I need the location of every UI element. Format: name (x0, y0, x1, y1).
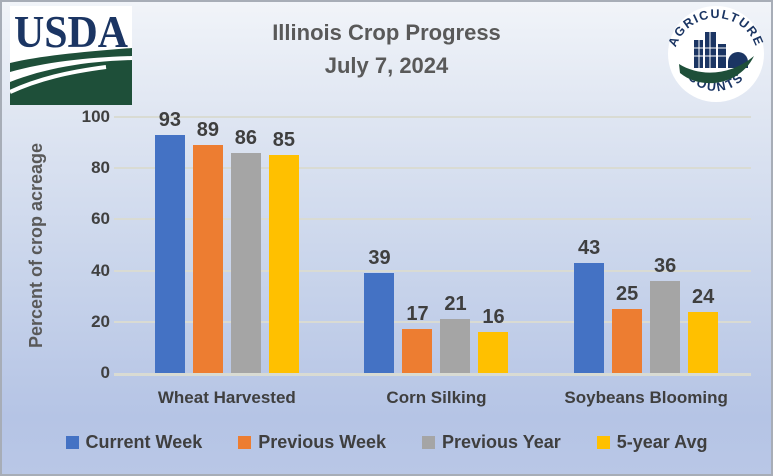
data-label: 86 (234, 126, 257, 149)
gridline-60 (114, 218, 751, 221)
usda-logo-field-band (10, 48, 132, 72)
data-label: 39 (368, 247, 391, 270)
legend-label-5-year-avg: 5-year Avg (616, 432, 708, 452)
data-label: 25 (616, 283, 639, 305)
y-tick-label-100: 100 (81, 107, 110, 126)
x-category-label-wheat-harvested: Wheat Harvested (157, 388, 296, 407)
legend-item-previous-week: Previous Week (238, 432, 386, 453)
y-axis-title-box: Percent of crop acreage (24, 117, 50, 373)
data-label: 36 (654, 254, 677, 277)
legend: Current Week Previous Week Previous Year 5-… (2, 432, 771, 453)
gridline-100 (114, 116, 751, 118)
legend-label-previous-year: Previous Year (441, 432, 561, 452)
bar-previous-week-corn-silking: 17 (402, 303, 433, 373)
legend-swatch-previous-year (421, 436, 435, 449)
bar-5-year-avg-corn-silking: 16 (478, 306, 509, 373)
data-label: 21 (444, 293, 467, 316)
plot-area: 93 89 86 85 39 17 21 16 43 25 36 24 (114, 109, 751, 376)
data-label: 17 (406, 303, 429, 326)
chart-title-line2: July 7, 2024 (324, 53, 449, 78)
y-tick-label-40: 40 (91, 260, 110, 280)
data-label: 89 (196, 119, 219, 142)
bar-group-corn-silking: 39 17 21 16 (332, 117, 542, 373)
bar-previous-week-soybeans-blooming: 25 (612, 283, 643, 373)
legend-item-5-year-avg: 5-year Avg (596, 432, 708, 453)
y-tick-label-80: 80 (91, 158, 110, 178)
x-axis: Wheat Harvested Corn Silking Soybeans Bloo… (122, 388, 751, 408)
data-label: 43 (578, 236, 601, 259)
data-label: 93 (158, 108, 181, 131)
bar-current-week-soybeans-blooming: 43 (574, 237, 605, 373)
gridline-80 (114, 167, 751, 170)
usda-logo-text: USDA (14, 6, 128, 57)
legend-label-previous-week: Previous Week (258, 432, 386, 452)
x-category-label-soybeans-blooming: Soybeans Blooming (564, 388, 728, 407)
gridline-40 (114, 269, 751, 272)
bar-group-soybeans-blooming: 43 25 36 24 (541, 117, 751, 373)
y-tick-label-60: 60 (91, 209, 110, 229)
bar-previous-year-wheat-harvested: 86 (230, 127, 261, 373)
axis-zero-line (114, 373, 751, 376)
legend-label-current-week: Current Week (85, 432, 203, 452)
bar-previous-year-corn-silking: 21 (440, 293, 471, 373)
y-tick-label-20: 20 (91, 311, 110, 331)
data-label: 16 (482, 306, 505, 329)
usda-logo-field-main (10, 60, 132, 105)
usda-logo-road-curve (10, 65, 107, 94)
agriculture-counts-logo: AGRICULTURE COUNTS (666, 6, 765, 102)
bar-group-wheat-harvested: 93 89 86 85 (122, 109, 332, 373)
legend-item-previous-year: Previous Year (421, 432, 561, 453)
bar-previous-year-soybeans-blooming: 36 (650, 255, 681, 373)
data-label: 24 (692, 285, 715, 308)
agcounts-field-swoosh (679, 56, 754, 84)
bar-current-week-corn-silking: 39 (364, 247, 395, 373)
legend-swatch-previous-week (238, 436, 252, 449)
chart-title: Illinois Crop Progress July 7, 2024 (2, 16, 771, 82)
bar-5-year-avg-soybeans-blooming: 24 (688, 286, 719, 373)
bar-5-year-avg-wheat-harvested: 85 (268, 129, 299, 373)
data-label: 85 (272, 129, 295, 152)
legend-swatch-5-year-avg (596, 436, 610, 449)
bar-previous-week-wheat-harvested: 89 (192, 119, 223, 373)
legend-swatch-current-week (65, 436, 79, 449)
legend-item-current-week: Current Week (65, 432, 203, 453)
gridline-20 (114, 320, 751, 323)
chart-title-line1: Illinois Crop Progress (272, 20, 501, 45)
usda-logo: USDA (10, 6, 132, 105)
y-axis-title: Percent of crop acreage (26, 142, 47, 348)
y-axis: 0 20 40 60 80 100 (60, 107, 110, 382)
x-category-label-corn-silking: Corn Silking (386, 388, 487, 407)
bar-current-week-wheat-harvested: 93 (154, 109, 185, 373)
y-tick-label-0: 0 (100, 363, 110, 382)
